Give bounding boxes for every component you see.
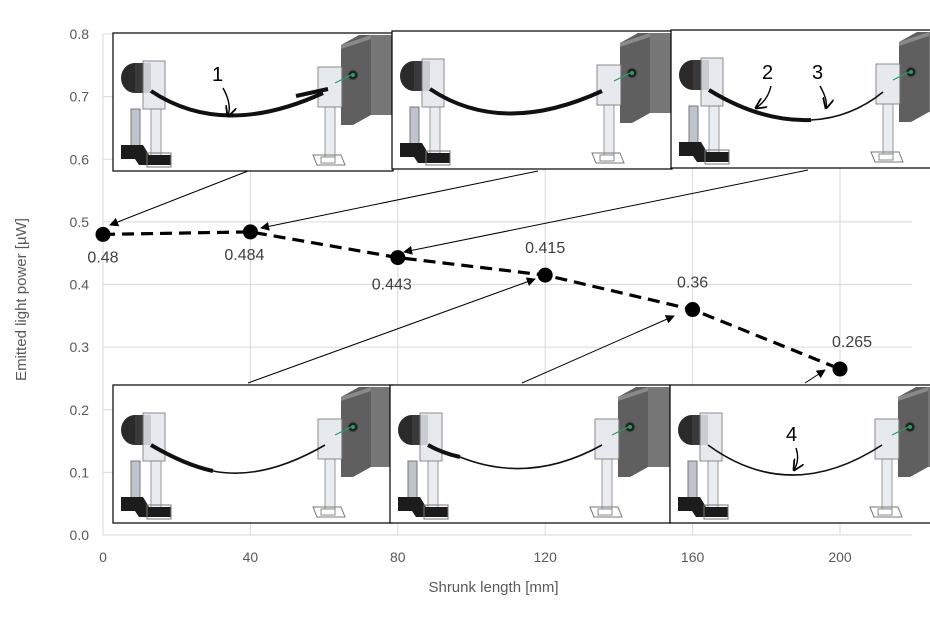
y-tick-label: 0.1 [70, 464, 90, 480]
callout-3: 3 [812, 62, 826, 108]
x-tick-label: 160 [681, 549, 705, 565]
x-tick-label: 80 [390, 549, 406, 565]
y-tick-label: 0.0 [70, 527, 90, 543]
data-labels: 0.48 0.484 0.443 0.415 0.36 0.265 [87, 240, 872, 351]
y-tick-label: 0.3 [70, 339, 90, 355]
data-label: 0.484 [224, 247, 264, 264]
data-label: 0.415 [525, 240, 565, 257]
inset-illustration-2 [391, 30, 673, 170]
inset-illustration-4 [112, 384, 394, 524]
data-points [95, 224, 848, 377]
connector-arrow [260, 170, 539, 231]
y-tick-label: 0.7 [70, 89, 90, 105]
data-point [685, 302, 701, 318]
inset-illustration-6 [669, 384, 930, 524]
data-label: 0.48 [87, 249, 118, 266]
data-label: 0.36 [677, 275, 708, 292]
axes: 0.00.10.20.30.40.50.60.70.80 40 80 120 160 20… [13, 26, 852, 596]
connector-arrow [109, 170, 249, 227]
annotation-3: 3 [812, 62, 823, 84]
data-label: 0.443 [372, 277, 412, 294]
data-point [537, 267, 553, 283]
data-point [95, 226, 111, 242]
connector-arrows [109, 169, 826, 384]
x-tick-label: 120 [534, 549, 558, 565]
y-tick-label: 0.6 [70, 151, 90, 167]
data-point [242, 224, 258, 240]
annotation-4: 4 [786, 424, 797, 446]
y-tick-label: 0.5 [70, 214, 90, 230]
annotation-2: 2 [762, 62, 773, 84]
y-tick-label: 0.8 [70, 26, 90, 42]
data-point [390, 250, 406, 266]
inset-illustration-1 [112, 32, 394, 172]
x-axis-title: Shrunk length [mm] [428, 579, 558, 596]
data-point [832, 361, 848, 377]
annotation-1: 1 [212, 64, 223, 86]
connector-arrow [403, 169, 809, 255]
y-tick-label: 0.4 [70, 277, 90, 293]
inset-illustration-3 [670, 29, 930, 169]
inset-illustration-5 [389, 384, 671, 524]
callout-2: 2 [756, 62, 773, 108]
connector-arrow [521, 315, 675, 384]
series-dashed-line [102, 230, 841, 371]
data-label: 0.265 [832, 334, 872, 351]
connector-arrow [247, 277, 536, 384]
x-tick-label: 40 [243, 549, 259, 565]
y-tick-label: 0.2 [70, 402, 90, 418]
connector-arrow [804, 369, 826, 384]
x-tick-label: 200 [828, 549, 852, 565]
series-line [102, 230, 841, 371]
callout-1: 1 [212, 64, 229, 116]
y-axis-title: Emitted light power [µW] [13, 218, 30, 381]
x-tick-label: 0 [99, 549, 107, 565]
callout-4: 4 [786, 424, 798, 470]
